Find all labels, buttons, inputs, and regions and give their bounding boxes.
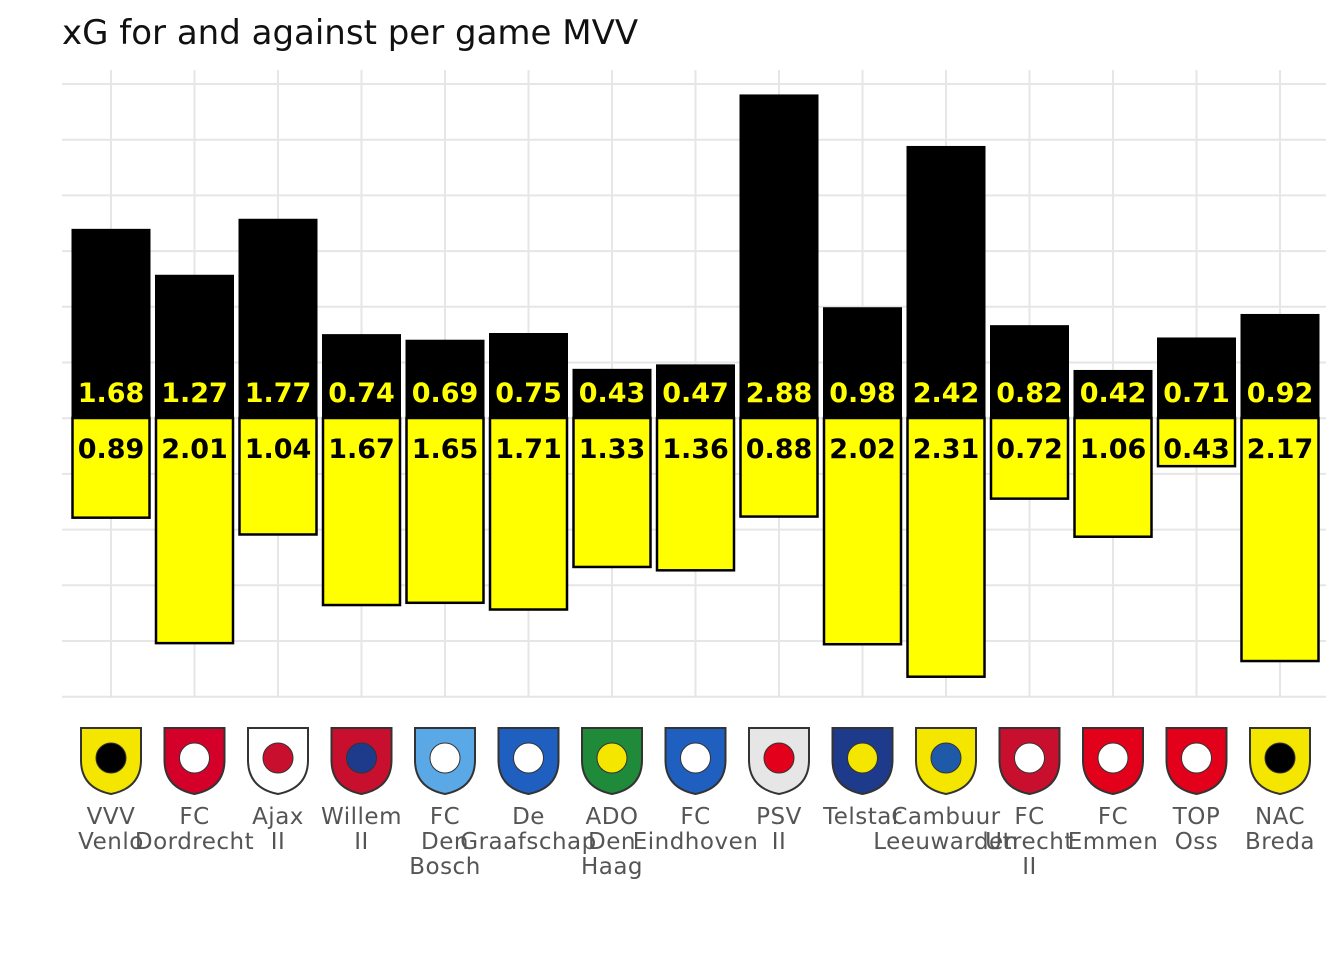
data-label-xg-against: 1.33 — [579, 434, 646, 465]
bar-xg-for — [906, 145, 986, 420]
category-label: TOP Oss — [1172, 804, 1221, 855]
ado-den-haag-logo-icon — [581, 727, 643, 796]
bar-xg-for — [155, 274, 234, 420]
bar-xg-for — [322, 334, 401, 419]
bar-xg-for — [71, 228, 151, 419]
team-logos — [80, 727, 1311, 796]
data-label-xg-against: 2.02 — [829, 434, 896, 465]
category-label: Telstar — [822, 804, 902, 830]
data-label-xg-against: 0.88 — [746, 434, 813, 465]
data-label-xg-for: 0.82 — [996, 378, 1063, 409]
data-label-xg-against: 1.04 — [245, 434, 312, 465]
bar-xg-against — [655, 416, 736, 572]
category-label: FC Utrecht II — [985, 804, 1074, 880]
data-label-xg-against: 0.43 — [1163, 434, 1230, 465]
bar-xg-against — [321, 416, 402, 607]
data-label-xg-for: 0.71 — [1163, 378, 1230, 409]
bar-xg-for — [823, 307, 902, 419]
bar-xg-for — [990, 325, 1069, 419]
data-label-xg-against: 2.31 — [913, 434, 980, 465]
bar-xg-against — [1240, 416, 1320, 663]
bar-xg-against — [989, 416, 1070, 500]
bar-xg-against — [572, 416, 652, 569]
bar-xg-against — [906, 416, 986, 678]
nac-breda-logo-icon — [1249, 727, 1311, 796]
psv-logo-icon — [748, 727, 810, 796]
data-label-xg-for: 2.88 — [746, 378, 813, 409]
cambuur-logo-icon — [915, 727, 977, 796]
data-label-xg-for: 0.92 — [1247, 378, 1314, 409]
bar-xg-for — [405, 339, 485, 419]
data-label-xg-for: 1.77 — [245, 378, 312, 409]
vvv-venlo-logo-icon — [80, 727, 142, 796]
willem-ii-logo-icon — [330, 727, 393, 796]
category-label: Ajax II — [252, 804, 304, 855]
category-label: FC Den Bosch — [409, 804, 481, 880]
bar-xg-against — [1156, 416, 1237, 468]
bar-xg-for — [238, 218, 318, 419]
bar-xg-for — [1073, 369, 1153, 419]
bar-xg-against — [405, 416, 485, 605]
bar-xg-for — [1157, 337, 1236, 420]
fc-dordrecht-logo-icon — [163, 727, 226, 796]
data-label-xg-against: 1.36 — [662, 434, 729, 465]
chart-title: xG for and against per game MVV — [62, 13, 638, 53]
category-label: FC Dordrecht — [135, 804, 254, 855]
ajax-logo-icon — [247, 727, 309, 796]
category-label: PSV II — [756, 804, 802, 855]
bar-xg-against — [71, 416, 151, 519]
data-label-xg-against: 2.17 — [1247, 434, 1314, 465]
data-label-xg-for: 1.68 — [78, 378, 145, 409]
telstar-logo-icon — [831, 727, 894, 796]
category-label: NAC Breda — [1245, 804, 1315, 855]
category-label: FC Eindhoven — [633, 804, 759, 855]
fc-eindhoven-logo-icon — [664, 727, 727, 796]
data-label-xg-against: 0.72 — [996, 434, 1063, 465]
data-label-xg-for: 0.74 — [328, 378, 395, 409]
data-label-xg-against: 2.01 — [161, 434, 228, 465]
category-label: Cambuur Leeuwarden — [873, 804, 1019, 855]
bar-xg-against — [822, 416, 903, 646]
top-oss-logo-icon — [1165, 727, 1228, 796]
data-label-xg-for: 0.98 — [829, 378, 896, 409]
data-label-xg-for: 0.43 — [579, 378, 646, 409]
data-label-xg-for: 0.47 — [662, 378, 729, 409]
data-label-xg-against: 1.71 — [495, 434, 562, 465]
category-label: De Graafschap — [460, 804, 596, 855]
data-label-xg-for: 0.75 — [495, 378, 562, 409]
category-label: FC Emmen — [1068, 804, 1159, 855]
de-graafschap-logo-icon — [497, 727, 560, 796]
fc-utrecht-logo-icon — [998, 727, 1061, 796]
data-label-xg-against: 1.06 — [1080, 434, 1147, 465]
data-label-xg-for: 0.69 — [412, 378, 479, 409]
category-label: Willem II — [321, 804, 402, 855]
bar-xg-against — [739, 416, 819, 518]
fc-den-bosch-logo-icon — [414, 727, 476, 796]
bar-xg-for — [739, 94, 819, 419]
data-label-xg-against: 1.65 — [412, 434, 479, 465]
fc-emmen-logo-icon — [1082, 727, 1144, 796]
data-label-xg-for: 0.42 — [1080, 378, 1147, 409]
data-label-xg-for: 2.42 — [913, 378, 980, 409]
bars — [71, 94, 1320, 678]
value-labels: 1.68 0.89 1.27 2.01 1.77 1.04 0.74 1.67 0.69 1.65… — [78, 378, 1314, 465]
data-label-xg-for: 1.27 — [161, 378, 228, 409]
bar-xg-against — [154, 416, 235, 645]
bar-xg-for — [572, 368, 652, 419]
bar-xg-against — [238, 416, 318, 536]
data-label-xg-against: 0.89 — [78, 434, 145, 465]
category-label: VVV Venlo — [78, 804, 144, 855]
bar-xg-against — [1073, 416, 1153, 538]
category-label: ADO Den Haag — [581, 804, 643, 880]
bar-xg-against — [488, 416, 569, 611]
data-label-xg-against: 1.67 — [328, 434, 395, 465]
